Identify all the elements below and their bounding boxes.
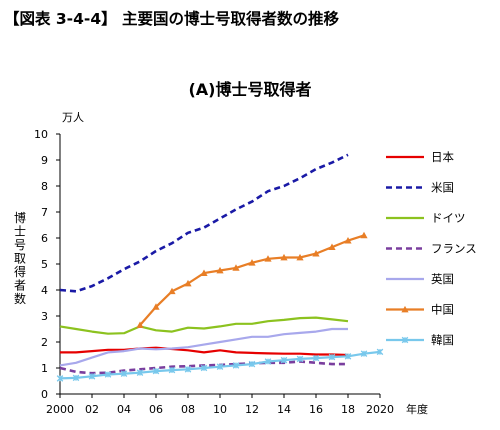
x-tick-label: 2000 bbox=[46, 403, 74, 416]
data-point-5 bbox=[344, 237, 352, 244]
y-tick-label: 5 bbox=[41, 258, 48, 271]
data-point-5 bbox=[264, 255, 272, 262]
data-point-6 bbox=[328, 353, 336, 361]
data-point-6 bbox=[296, 355, 304, 363]
y-tick-label: 0 bbox=[41, 388, 48, 401]
series-line-2 bbox=[59, 316, 349, 335]
data-point-6 bbox=[56, 375, 64, 382]
data-point-5 bbox=[328, 243, 336, 250]
legend-label-1: 米国 bbox=[431, 181, 454, 195]
data-point-6 bbox=[104, 371, 112, 378]
x-tick-label: 10 bbox=[213, 403, 227, 416]
data-point-6 bbox=[200, 364, 208, 372]
x-tick-label: 14 bbox=[277, 403, 291, 416]
figure-title: 【図表 3-4-4】 主要国の博士号取得者数の推移 bbox=[4, 10, 340, 28]
x-tick-label: 18 bbox=[341, 403, 355, 416]
legend-label-3: フランス bbox=[431, 242, 477, 256]
data-point-5 bbox=[168, 287, 176, 295]
data-point-5 bbox=[248, 259, 256, 266]
x-tick-label: 2020 bbox=[366, 403, 394, 416]
x-tick-label: 16 bbox=[309, 403, 323, 416]
data-point-6 bbox=[312, 354, 320, 362]
data-point-6 bbox=[376, 348, 384, 356]
data-point-5 bbox=[280, 253, 288, 261]
y-tick-label: 7 bbox=[41, 206, 48, 219]
legend-label-0: 日本 bbox=[431, 150, 454, 164]
legend-label-2: ドイツ bbox=[431, 211, 466, 225]
data-point-6 bbox=[264, 358, 272, 365]
x-tick-label: 04 bbox=[117, 403, 131, 416]
legend-label-4: 英国 bbox=[431, 272, 454, 286]
data-point-5 bbox=[200, 269, 208, 276]
data-point-6 bbox=[168, 366, 176, 374]
data-point-5 bbox=[136, 321, 144, 328]
data-point-5 bbox=[216, 266, 224, 274]
data-point-5 bbox=[296, 253, 304, 261]
data-point-6 bbox=[184, 366, 192, 373]
y-tick-label: 9 bbox=[41, 154, 48, 167]
y-tick-label: 4 bbox=[41, 284, 48, 297]
x-unit-label: 年度 bbox=[406, 402, 428, 416]
legend-label-5: 中国 bbox=[431, 303, 454, 317]
series-line-4 bbox=[59, 327, 348, 367]
y-unit-label: 万人 bbox=[62, 111, 84, 124]
x-tick-label: 02 bbox=[85, 403, 99, 416]
data-point-6 bbox=[216, 363, 224, 370]
y-tick-label: 3 bbox=[41, 310, 48, 323]
x-tick-label: 12 bbox=[245, 403, 259, 416]
data-point-6 bbox=[248, 360, 256, 368]
legend-marker-5 bbox=[401, 305, 409, 313]
x-tick-label: 08 bbox=[181, 403, 195, 416]
y-tick-label: 10 bbox=[34, 128, 48, 141]
data-point-5 bbox=[184, 279, 192, 287]
data-point-5 bbox=[312, 250, 320, 257]
y-tick-label: 1 bbox=[41, 362, 48, 375]
series-line-1 bbox=[59, 153, 349, 293]
series-line-0 bbox=[60, 346, 349, 357]
y-axis-title: 博士号取得者数 bbox=[14, 210, 26, 306]
data-point-6 bbox=[88, 373, 96, 380]
data-point-6 bbox=[152, 367, 160, 375]
y-tick-label: 2 bbox=[41, 336, 48, 349]
data-point-6 bbox=[136, 369, 144, 376]
data-point-6 bbox=[360, 350, 368, 357]
data-point-6 bbox=[280, 356, 288, 364]
data-point-6 bbox=[72, 374, 80, 382]
y-tick-label: 8 bbox=[41, 180, 48, 193]
y-tick-label: 6 bbox=[41, 232, 48, 245]
data-point-6 bbox=[344, 353, 352, 360]
data-point-5 bbox=[360, 231, 368, 239]
data-point-6 bbox=[120, 370, 128, 378]
x-tick-label: 06 bbox=[149, 403, 163, 416]
legend-label-6: 韓国 bbox=[431, 333, 454, 347]
data-point-5 bbox=[152, 303, 160, 310]
legend-marker-6 bbox=[401, 336, 409, 344]
data-point-6 bbox=[232, 362, 240, 369]
chart-title: (A)博士号取得者 bbox=[188, 80, 312, 99]
data-point-5 bbox=[232, 264, 240, 271]
